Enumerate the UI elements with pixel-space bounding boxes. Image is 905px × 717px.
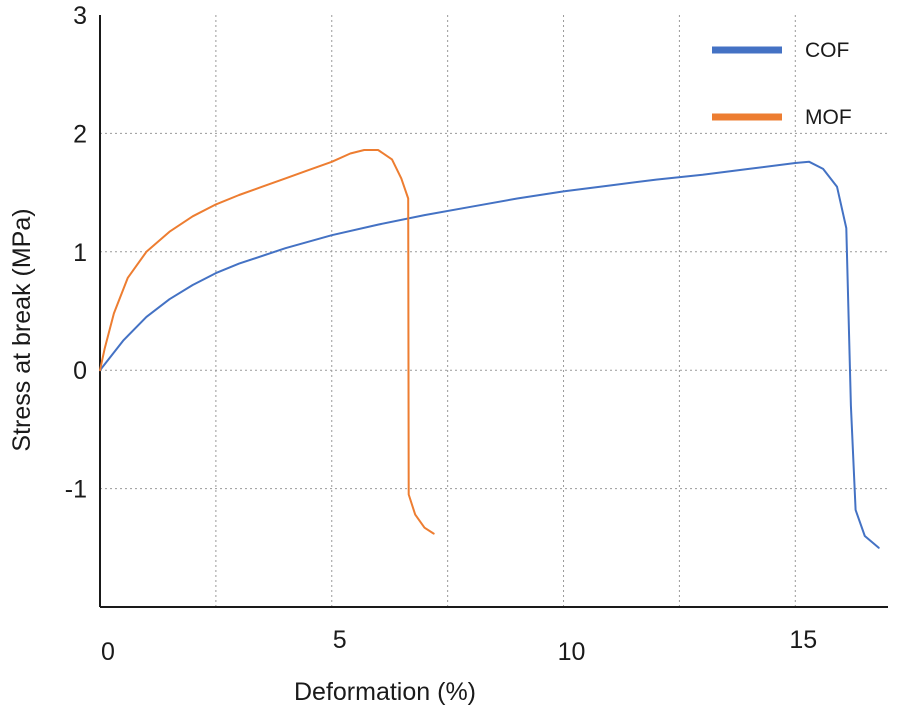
series-line-cof xyxy=(99,160,880,549)
y-tick-label: 1 xyxy=(73,239,87,267)
y-axis-label: Stress at break (MPa) xyxy=(8,208,36,451)
x-axis-label: Deformation (%) xyxy=(294,678,476,706)
y-tick-label: 2 xyxy=(73,120,87,148)
x-tick-label: 15 xyxy=(789,626,817,654)
series-line-mof xyxy=(99,149,435,535)
x-tick-label: 10 xyxy=(558,638,586,666)
axes xyxy=(99,15,888,608)
y-tick-label: 3 xyxy=(73,2,87,30)
legend-label-cof: COF xyxy=(805,39,849,62)
x-tick-label: 5 xyxy=(333,626,347,654)
grid-lines xyxy=(100,15,888,607)
x-tick-label: 0 xyxy=(101,638,115,666)
y-tick-label: -1 xyxy=(65,476,87,504)
y-tick-label: 0 xyxy=(73,357,87,385)
data-series xyxy=(99,149,880,549)
legend-label-mof: MOF xyxy=(805,106,852,129)
legend: COF MOF xyxy=(712,39,852,129)
